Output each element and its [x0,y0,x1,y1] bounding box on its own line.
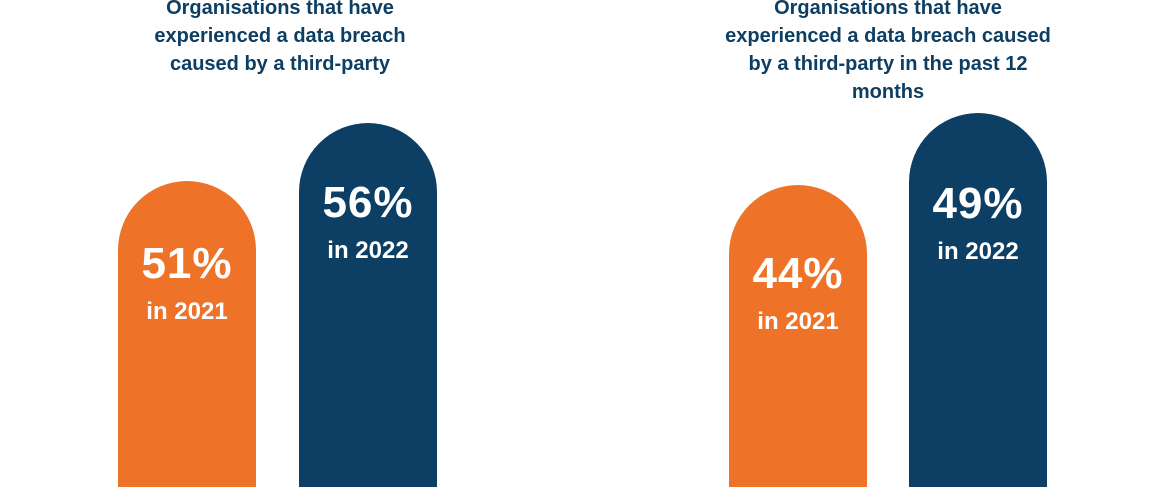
chart-title: Organisations that have experienced a da… [154,0,406,75]
bar-value-label: 44% [752,249,844,298]
chart-panel-third-party-breach: Organisations that have experienced a da… [0,0,583,487]
bar-2021: 44% in 2021 [729,185,867,487]
bar-value-label: 56% [322,177,414,227]
bar-value-label: 49% [932,179,1024,229]
bar-2022: 56% in 2022 [299,122,437,487]
chart-title: Organisations that have experienced a da… [725,0,1051,103]
bar-year-label: in 2022 [937,238,1019,266]
bar-year-label: in 2021 [757,308,839,335]
chart-panel-third-party-breach-12-months: Organisations that have experienced a da… [583,0,1167,487]
bar-year-label: in 2021 [146,298,228,325]
bar-value-label: 51% [141,239,233,288]
bar-2021: 51% in 2021 [118,181,256,487]
bar-2022: 49% in 2022 [909,113,1047,487]
bar-year-label: in 2022 [327,236,409,264]
